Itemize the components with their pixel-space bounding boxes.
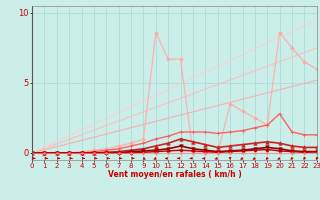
X-axis label: Vent moyen/en rafales ( km/h ): Vent moyen/en rafales ( km/h ): [108, 170, 241, 179]
